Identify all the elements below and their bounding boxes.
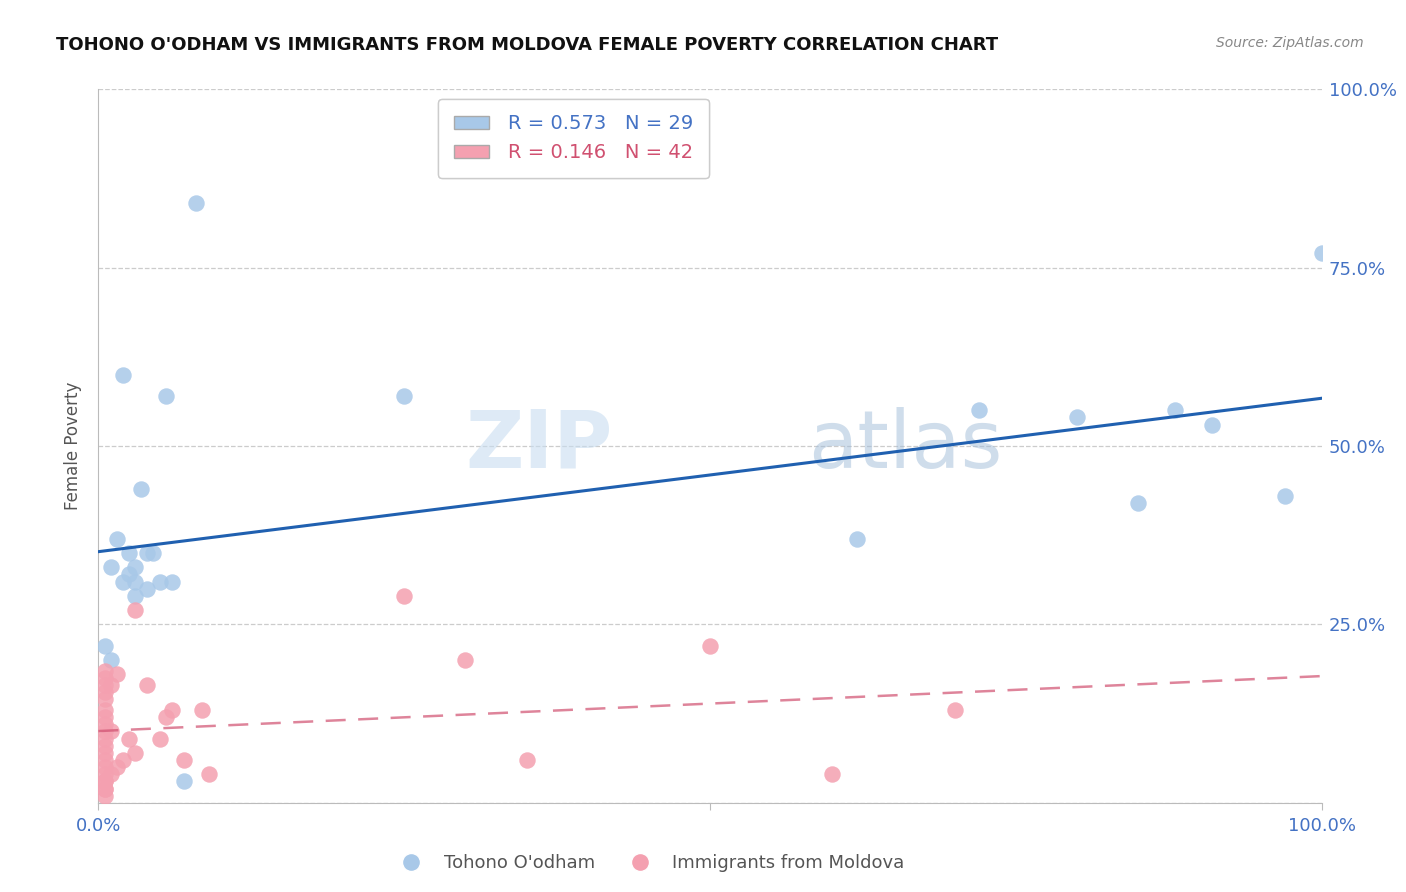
- Point: [93, 774, 115, 789]
- Legend: Tohono O'odham, Immigrants from Moldova: Tohono O'odham, Immigrants from Moldova: [385, 847, 912, 880]
- Text: atlas: atlas: [808, 407, 1002, 485]
- Point: [1274, 489, 1296, 503]
- Point: [105, 532, 128, 546]
- Point: [515, 753, 537, 767]
- Point: [93, 710, 115, 724]
- Point: [100, 560, 122, 574]
- Point: [93, 753, 115, 767]
- Text: Source: ZipAtlas.com: Source: ZipAtlas.com: [1216, 36, 1364, 50]
- Point: [93, 639, 115, 653]
- Point: [105, 667, 128, 681]
- Point: [129, 482, 152, 496]
- Point: [93, 678, 115, 692]
- Point: [124, 603, 146, 617]
- Point: [160, 574, 183, 589]
- Point: [93, 731, 115, 746]
- Point: [124, 589, 146, 603]
- Point: [149, 731, 172, 746]
- Point: [124, 560, 146, 574]
- Point: [118, 546, 141, 560]
- Point: [173, 774, 195, 789]
- Point: [967, 403, 990, 417]
- Point: [100, 767, 122, 781]
- Point: [392, 389, 416, 403]
- Point: [124, 574, 146, 589]
- Text: ZIP: ZIP: [465, 407, 612, 485]
- Point: [454, 653, 477, 667]
- Point: [149, 574, 172, 589]
- Point: [943, 703, 966, 717]
- Point: [111, 368, 134, 382]
- Point: [93, 703, 115, 717]
- Point: [191, 703, 214, 717]
- Point: [93, 781, 115, 796]
- Point: [93, 724, 115, 739]
- Point: [821, 767, 844, 781]
- Point: [124, 746, 146, 760]
- Point: [93, 739, 115, 753]
- Point: [93, 774, 115, 789]
- Point: [93, 717, 115, 731]
- Point: [186, 196, 208, 211]
- Point: [111, 753, 134, 767]
- Point: [136, 582, 159, 596]
- Point: [93, 760, 115, 774]
- Point: [100, 653, 122, 667]
- Point: [93, 767, 115, 781]
- Point: [93, 746, 115, 760]
- Point: [100, 724, 122, 739]
- Point: [136, 678, 159, 692]
- Point: [93, 692, 115, 706]
- Point: [1128, 496, 1150, 510]
- Point: [1164, 403, 1187, 417]
- Point: [173, 753, 195, 767]
- Point: [118, 567, 141, 582]
- Text: TOHONO O'ODHAM VS IMMIGRANTS FROM MOLDOVA FEMALE POVERTY CORRELATION CHART: TOHONO O'ODHAM VS IMMIGRANTS FROM MOLDOV…: [56, 36, 998, 54]
- Point: [699, 639, 721, 653]
- Point: [1310, 246, 1333, 260]
- Point: [392, 589, 416, 603]
- Point: [197, 767, 219, 781]
- Point: [93, 789, 115, 803]
- Point: [118, 731, 141, 746]
- Point: [845, 532, 868, 546]
- Y-axis label: Female Poverty: Female Poverty: [65, 382, 83, 510]
- Point: [93, 671, 115, 685]
- Point: [111, 574, 134, 589]
- Point: [136, 546, 159, 560]
- Point: [142, 546, 165, 560]
- Point: [93, 664, 115, 678]
- Point: [93, 685, 115, 699]
- Point: [100, 678, 122, 692]
- Point: [93, 781, 115, 796]
- Point: [1066, 410, 1088, 425]
- Point: [155, 710, 177, 724]
- Point: [105, 760, 128, 774]
- Point: [1201, 417, 1223, 432]
- Point: [160, 703, 183, 717]
- Point: [155, 389, 177, 403]
